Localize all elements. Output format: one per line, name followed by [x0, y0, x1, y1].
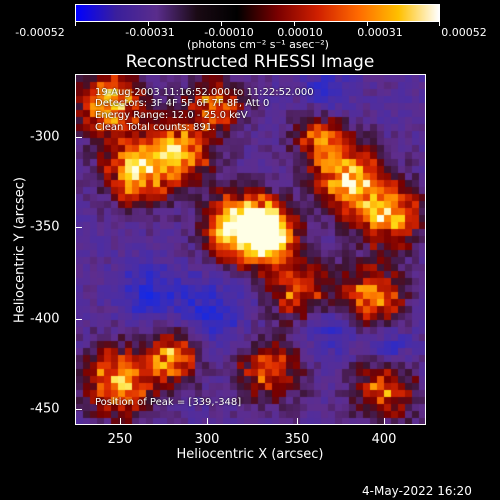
x-tick: [120, 418, 121, 425]
time-range-text: 19-Aug-2003 11:16:52.000 to 11:22:52.000: [95, 87, 314, 98]
x-tick-label: 250: [107, 432, 133, 447]
peak-position-text: Position of Peak = [339,-348]: [95, 397, 242, 408]
colorbar: [75, 4, 440, 22]
x-tick-label: 400: [371, 432, 397, 447]
colorbar-unit-label: (photons cm⁻² s⁻¹ asec⁻²): [187, 38, 329, 51]
y-tick: [75, 227, 82, 228]
energy-range-text: Energy Range: 12.0 - 25.0 keV: [95, 110, 248, 121]
y-tick-label: -350: [30, 219, 60, 235]
y-tick-label: -450: [30, 401, 60, 417]
x-tick: [297, 418, 298, 425]
x-tick: [384, 418, 385, 425]
y-tick-label: -300: [30, 129, 60, 145]
x-tick-label: 350: [284, 432, 310, 447]
colorbar-tick: [148, 22, 149, 26]
colorbar-tick: [367, 22, 368, 26]
x-tick-label: 300: [194, 432, 220, 447]
plot-timestamp: 4-May-2022 16:20: [362, 484, 472, 498]
clean-counts-text: Clean Total counts: 891.: [95, 122, 216, 133]
detectors-text: Detectors: 3F 4F 5F 6F 7F 8F, Att 0: [95, 98, 270, 109]
colorbar-tick-label: 0.00031: [357, 26, 403, 39]
y-axis-label: Heliocentric Y (arcsec): [12, 177, 28, 323]
y-tick: [75, 137, 82, 138]
colorbar-tick: [294, 22, 295, 26]
colorbar-tick: [75, 22, 76, 26]
colorbar-tick-label: -0.00010: [204, 26, 254, 39]
y-tick: [75, 319, 82, 320]
colorbar-tick-label: 0.00052: [441, 26, 487, 39]
x-tick: [207, 418, 208, 425]
colorbar-tick-label: 0.00010: [277, 26, 323, 39]
plot-title: Reconstructed RHESSI Image: [125, 52, 375, 72]
x-axis-label: Heliocentric X (arcsec): [176, 447, 324, 462]
image-plot-area: [75, 74, 426, 425]
rhessi-image: [76, 75, 425, 424]
colorbar-tick: [439, 22, 440, 26]
colorbar-tick: [221, 22, 222, 26]
colorbar-tick-label: -0.00052: [15, 26, 65, 39]
y-tick-label: -400: [30, 311, 60, 327]
y-tick: [75, 409, 82, 410]
colorbar-tick-label: -0.00031: [125, 26, 175, 39]
